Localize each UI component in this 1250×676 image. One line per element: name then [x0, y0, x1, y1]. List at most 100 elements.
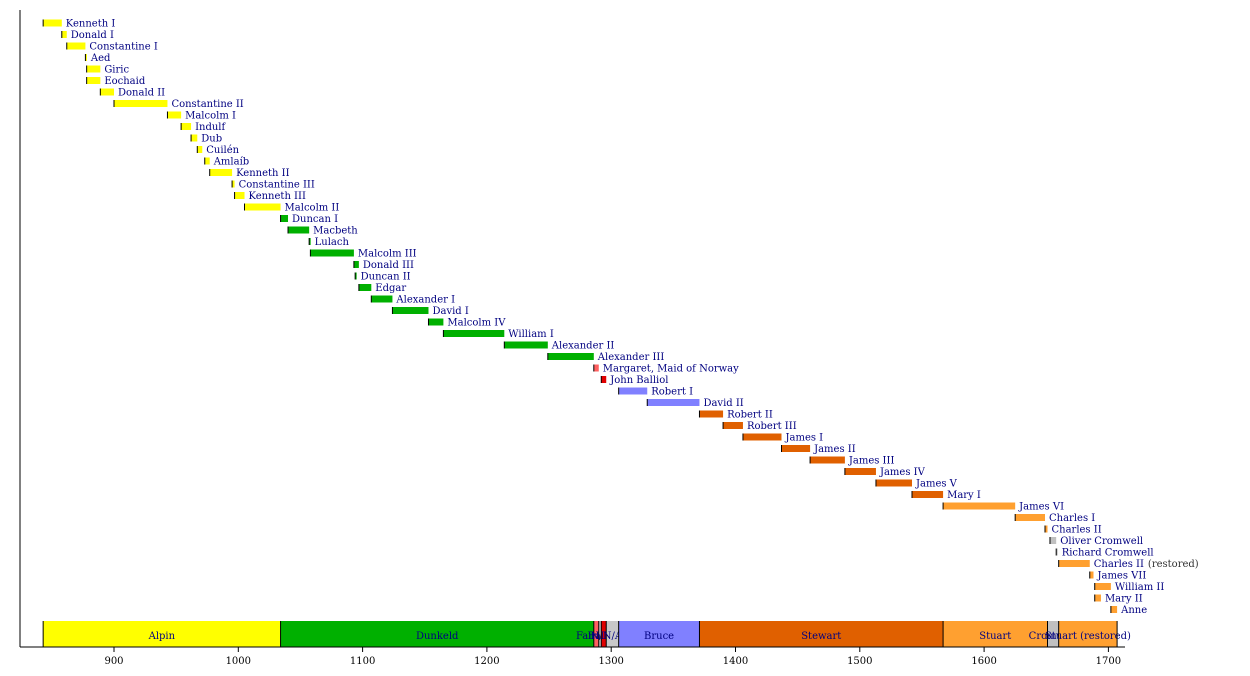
monarch-row: James V: [875, 479, 958, 490]
monarch-row: Indulf: [180, 122, 226, 133]
monarch-row: Margaret, Maid of Norway: [593, 364, 739, 375]
reign-bar: [204, 157, 210, 165]
dynasty-label: Alpin: [148, 631, 176, 642]
dynasty-label: Balliol: [588, 631, 620, 642]
dynasty-bar: [601, 621, 607, 647]
monarch-label: Richard Cromwell: [1062, 548, 1154, 559]
monarch-label: David I: [432, 306, 468, 317]
monarch-label: Amlaíb: [213, 157, 249, 168]
monarch-label: Mary II: [1105, 594, 1143, 605]
x-axis: 900 1000 1100 1200 1300 1400 1500 1600 1700: [19, 10, 1125, 667]
reign-bar: [810, 456, 845, 464]
monarch-row: Alexander II: [503, 341, 614, 352]
monarch-row: Kenneth I: [42, 19, 116, 30]
monarch-row: David I: [391, 306, 469, 317]
monarch-label: James VII: [1096, 571, 1146, 582]
dynasty-segment: Alpin: [42, 621, 281, 647]
dynasty-bar: [618, 621, 700, 647]
dynasty-label: N/A: [603, 631, 623, 642]
monarch-row: Kenneth III: [234, 191, 306, 202]
reign-bar: [723, 422, 743, 429]
monarch-label: Edgar: [375, 283, 406, 294]
monarch-label: Oliver Cromwell: [1060, 536, 1143, 547]
reign-bar: [86, 65, 101, 73]
monarch-row: David II: [646, 398, 744, 409]
monarch-label: Alexander I: [395, 295, 455, 306]
monarch-label: Kenneth I: [66, 19, 116, 30]
monarch-label: William I: [508, 329, 554, 340]
reign-bar: [699, 410, 724, 418]
monarch-row: James II: [780, 444, 856, 455]
reign-bar: [232, 180, 235, 188]
reign-bar: [234, 192, 245, 199]
monarch-label: Robert I: [651, 387, 693, 398]
monarch-row: Edgar: [358, 283, 406, 294]
dynasty-bar: [593, 621, 599, 647]
monarch-label: Margaret, Maid of Norway: [603, 364, 739, 375]
dynasty-segment: Bruce: [618, 621, 700, 647]
monarch-label: Robert III: [747, 421, 797, 432]
monarch-row: Alexander I: [370, 295, 455, 306]
monarch-label: Robert II: [727, 410, 773, 421]
x-tick-label: 1200: [474, 656, 499, 667]
monarch-label: Alexander III: [597, 352, 665, 363]
monarch-label: James II: [813, 444, 856, 455]
monarch-row: Robert I: [618, 387, 693, 398]
reign-bar: [504, 341, 548, 349]
reign-bar: [781, 445, 811, 452]
x-tick-label: 1400: [723, 656, 748, 667]
monarch-label: James VI: [1018, 502, 1064, 513]
reign-bar: [353, 261, 359, 268]
x-tick-label: 1300: [598, 656, 623, 667]
monarch-label: Donald II: [118, 88, 165, 99]
monarch-row: Donald III: [353, 260, 414, 271]
reign-bar: [197, 146, 203, 153]
dynasty-bar: [943, 621, 1048, 647]
x-tick-label: 1000: [226, 656, 251, 667]
monarch-row: Giric: [86, 65, 129, 76]
monarch-row: Malcolm II: [244, 203, 339, 214]
monarch-label: Aed: [90, 53, 111, 64]
reign-bar: [844, 468, 876, 475]
reign-bar: [244, 203, 281, 211]
reign-bar: [288, 226, 310, 234]
monarch-label: Dub: [201, 134, 222, 145]
reign-bar: [943, 502, 1016, 510]
monarch-label: Malcolm III: [358, 249, 417, 260]
monarch-row: James VI: [942, 502, 1064, 513]
monarch-label: David II: [703, 398, 743, 409]
monarch-row: Malcolm IV: [427, 318, 506, 329]
reign-bar: [593, 364, 599, 372]
monarch-label: Donald III: [363, 260, 414, 271]
monarch-row: Richard Cromwell: [1055, 548, 1154, 559]
dynasty-segment: N/A: [590, 621, 610, 647]
reign-bar: [209, 169, 233, 176]
monarch-label: Duncan I: [292, 214, 338, 225]
reign-bar: [371, 295, 393, 303]
dynasty-segment: Stuart: [942, 621, 1048, 647]
x-tick-label: 1100: [350, 656, 375, 667]
monarch-row: Robert III: [722, 421, 797, 432]
reign-bar: [912, 491, 944, 498]
reign-bar: [114, 100, 168, 107]
monarch-row: Eochaid: [86, 76, 146, 87]
x-tick-label: 1700: [1096, 656, 1121, 667]
reign-bar: [181, 123, 192, 130]
monarch-row: Alexander III: [547, 352, 665, 363]
x-tick-label: 900: [104, 656, 123, 667]
dynasty-bar: [606, 621, 619, 647]
reign-bar: [1045, 525, 1048, 533]
dynasty-label: Stuart: [979, 631, 1011, 642]
monarch-row: Cuilén: [196, 145, 240, 156]
monarch-label: Charles II: [1094, 559, 1144, 570]
monarch-row: Amlaíb: [204, 157, 249, 168]
monarch-label: Constantine II: [171, 99, 243, 110]
monarch-row: Anne: [1110, 605, 1147, 616]
monarch-label: Duncan II: [361, 272, 411, 283]
monarch-row: Macbeth: [287, 226, 358, 237]
monarch-row: Charles II (restored): [1058, 559, 1199, 570]
dynasty-label: Stewart: [801, 631, 841, 642]
reign-bar: [85, 54, 87, 61]
